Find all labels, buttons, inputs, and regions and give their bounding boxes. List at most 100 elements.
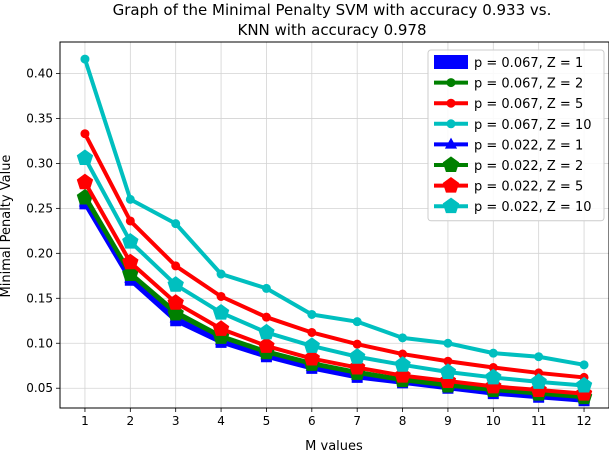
y-tick-label: 0.15: [26, 291, 53, 305]
data-point: [303, 349, 321, 366]
data-point: [534, 352, 544, 362]
x-tick-label: 1: [81, 414, 89, 428]
x-tick-label: 4: [217, 414, 225, 428]
legend-marker: [444, 137, 458, 149]
data-point: [258, 337, 275, 353]
data-point: [307, 309, 317, 319]
data-point: [125, 194, 135, 204]
x-tick-label: 3: [172, 414, 180, 428]
data-point: [171, 261, 181, 271]
x-tick-label: 7: [353, 414, 361, 428]
data-point: [485, 368, 502, 385]
y-tick-label: 0.35: [26, 111, 53, 125]
data-point: [167, 294, 184, 310]
chart-title-line2: KNN with accuracy 0.978: [237, 21, 426, 39]
data-point: [80, 54, 90, 64]
series-line: [83, 58, 585, 367]
y-tick-label: 0.05: [26, 381, 53, 395]
data-point: [216, 291, 226, 301]
legend-label: p = 0.022, Z = 1: [474, 138, 583, 153]
legend-marker: [434, 55, 468, 69]
data-point: [530, 373, 547, 389]
series-line: [83, 157, 585, 388]
x-tick-label: 2: [127, 414, 135, 428]
legend-marker: [442, 197, 460, 214]
x-tick-label: 9: [444, 414, 452, 428]
series-line: [83, 181, 585, 396]
legend-marker: [446, 119, 456, 129]
data-point: [439, 363, 457, 379]
data-point: [216, 269, 226, 279]
data-point: [212, 304, 230, 320]
chart-title-line1: Graph of the Minimal Penalty SVM with ac…: [113, 1, 552, 19]
data-point: [212, 320, 230, 336]
legend-entry: p = 0.022, Z = 2: [434, 156, 583, 174]
data-point: [348, 348, 366, 364]
data-point: [307, 327, 317, 337]
data-point: [394, 356, 411, 372]
series-line: [83, 132, 585, 380]
y-tick-label: 0.30: [26, 156, 53, 170]
data-point: [352, 339, 362, 349]
legend-marker: [446, 78, 456, 88]
data-point: [258, 323, 275, 340]
data-point: [261, 283, 271, 293]
legend: p = 0.067, Z = 1 p = 0.067, Z = 2 p = 0.06…: [427, 49, 605, 222]
data-point: [76, 149, 94, 165]
data-point: [352, 317, 362, 327]
y-tick-label: 0.10: [26, 336, 53, 350]
data-point: [80, 129, 90, 139]
series-3: [80, 129, 589, 382]
data-point: [171, 219, 181, 229]
legend-label: p = 0.022, Z = 5: [474, 180, 583, 195]
ticks: 1 2 3 4 5 6 7 8 9 10 11 120.050.100.150.200.250.300…: [26, 66, 591, 428]
x-tick-label: 12: [576, 414, 591, 428]
legend-entry: p = 0.067, Z = 1: [434, 55, 583, 71]
series-line: [83, 196, 585, 400]
y-tick-label: 0.25: [26, 201, 53, 215]
x-tick-label: 8: [399, 414, 407, 428]
data-point: [488, 348, 498, 358]
legend-label: p = 0.022, Z = 2: [474, 159, 583, 174]
data-point: [398, 333, 408, 343]
legend-entry: p = 0.022, Z = 5: [434, 176, 583, 195]
legend-label: p = 0.067, Z = 10: [474, 118, 592, 133]
data-point: [76, 173, 94, 190]
legend-entry: p = 0.067, Z = 5: [434, 97, 583, 112]
y-axis-label: Minimal Penalty Value: [0, 155, 14, 298]
x-tick-label: 10: [486, 414, 501, 428]
plot-frame: [59, 41, 609, 409]
data-point: [443, 338, 453, 348]
data-point: [122, 233, 139, 249]
legend-marker: [442, 176, 460, 193]
legend-box: [427, 49, 605, 222]
data-point: [579, 360, 589, 370]
legend-marker: [442, 156, 460, 172]
data-point: [125, 216, 135, 226]
legend-label: p = 0.067, Z = 2: [474, 77, 583, 92]
data-point: [575, 376, 593, 393]
legend-entry: p = 0.022, Z = 1: [434, 137, 583, 153]
series-8: [76, 149, 593, 393]
data-point: [122, 253, 139, 270]
legend-label: p = 0.067, Z = 1: [474, 56, 583, 71]
series-4: [80, 54, 589, 370]
data-point: [261, 312, 271, 322]
x-tick-label: 11: [531, 414, 546, 428]
legend-entry: p = 0.067, Z = 10: [434, 118, 592, 133]
x-tick-label: 5: [263, 414, 271, 428]
x-axis-label: M values: [305, 439, 363, 452]
y-tick-label: 0.20: [26, 246, 53, 260]
legend-label: p = 0.022, Z = 10: [474, 200, 592, 215]
y-tick-label: 0.40: [26, 66, 53, 80]
legend-marker: [446, 98, 456, 108]
series-layer: [76, 54, 593, 407]
legend-label: p = 0.067, Z = 5: [474, 97, 583, 112]
series-line: [83, 194, 585, 399]
legend-entry: p = 0.067, Z = 2: [434, 77, 583, 92]
data-point: [303, 337, 321, 353]
x-tick-label: 6: [308, 414, 316, 428]
legend-entry: p = 0.022, Z = 10: [434, 197, 592, 215]
